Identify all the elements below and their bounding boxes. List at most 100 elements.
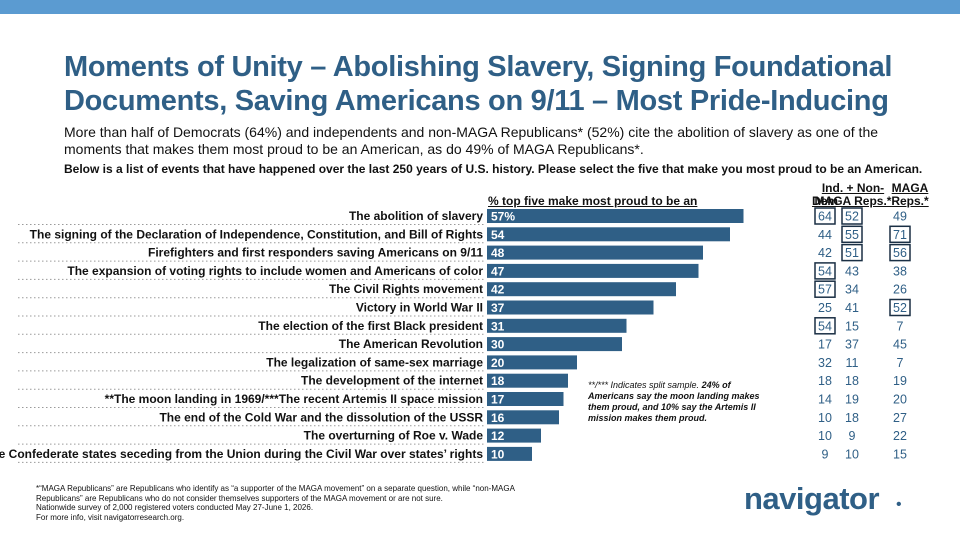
bar-value-label: 20	[491, 356, 505, 370]
bar-value-label: 12	[491, 429, 505, 443]
bar	[487, 410, 559, 425]
subgroup-value: 64	[818, 210, 832, 224]
bar-value-label: 31	[491, 319, 505, 333]
subgroup-value: 9	[822, 447, 829, 461]
footnote-maga-definition: *“MAGA Republicans” are Republicans who …	[36, 484, 515, 503]
bar	[487, 392, 564, 406]
subgroup-value: 55	[845, 228, 859, 242]
bar	[487, 263, 699, 278]
bar	[487, 318, 627, 333]
subgroup-value: 41	[845, 301, 859, 315]
subgroup-value: 14	[818, 393, 832, 407]
subgroup-value: 52	[893, 301, 907, 315]
bar	[487, 245, 703, 260]
footnote-survey: Nationwide survey of 2,000 registered vo…	[36, 503, 314, 512]
category-label: The overturning of Roe v. Wade	[304, 429, 484, 443]
bar	[487, 227, 730, 242]
bar-value-label: 42	[491, 283, 505, 297]
subgroup-value: 27	[893, 411, 907, 425]
category-label: The end of the Cold War and the dissolut…	[159, 410, 483, 424]
subgroup-value: 7	[897, 356, 904, 370]
highlight-box	[814, 262, 836, 280]
bar-value-label: 47	[491, 264, 505, 278]
subgroup-value: 18	[818, 374, 832, 388]
bar-value-label: 18	[491, 374, 505, 388]
subgroup-value: 49	[893, 210, 907, 224]
footnote-more-info: For more info, visit navigatorresearch.o…	[36, 512, 185, 522]
subgroup-value: 9	[849, 429, 856, 443]
bar	[487, 373, 568, 388]
category-label: **The moon landing in 1969/***The recent…	[105, 392, 483, 406]
category-label: The legalization of same-sex marriage	[266, 355, 483, 369]
subgroup-value: 56	[893, 246, 907, 260]
column-header-maga: MAGA Reps.*	[891, 181, 929, 208]
highlight-box	[841, 243, 863, 262]
subgroup-value: 44	[818, 228, 832, 242]
subgroup-value: 10	[845, 447, 859, 461]
subgroup-value: 22	[893, 429, 907, 443]
subgroup-value: 54	[818, 264, 832, 278]
subgroup-value: 38	[893, 264, 907, 278]
category-label: The American Revolution	[339, 337, 483, 351]
bar	[487, 282, 676, 297]
bar-value-label: 48	[491, 246, 505, 260]
subgroup-value: 42	[818, 246, 832, 260]
category-label: The election of the first Black presiden…	[258, 319, 483, 333]
highlight-box	[889, 225, 911, 244]
bar-value-label: 30	[491, 338, 505, 352]
subgroup-value: 57	[818, 283, 832, 297]
column-header-dem: Dem	[811, 194, 838, 208]
highlight-box	[814, 207, 836, 225]
subgroup-value: 26	[893, 283, 907, 297]
subtitle: More than half of Democrats (64%) and in…	[64, 124, 879, 157]
note-prefix: **/*** Indicates split sample.	[588, 380, 702, 390]
subgroup-value: 18	[845, 374, 859, 388]
page-title: Moments of Unity – Abolishing Slavery, S…	[64, 51, 893, 117]
subgroup-value: 52	[845, 210, 859, 224]
bar	[487, 355, 577, 370]
subgroup-value: 10	[818, 429, 832, 443]
category-label: The development of the internet	[301, 374, 483, 388]
note-bold: 24% of Americans say the moon landing ma…	[588, 380, 760, 423]
highlight-box	[841, 225, 863, 244]
navigator-logo: navigator	[744, 481, 880, 516]
highlight-box	[814, 317, 836, 335]
header-bar	[0, 0, 960, 14]
bar-value-label: 54	[491, 228, 505, 242]
bar-value-label: 37	[491, 301, 505, 315]
subgroup-value: 45	[893, 338, 907, 352]
subgroup-value: 19	[845, 393, 859, 407]
subgroup-value: 25	[818, 301, 832, 315]
highlight-box	[841, 207, 863, 225]
subgroup-value: 17	[818, 338, 832, 352]
column-header-ind: Ind. + Non- MAGA Reps.*	[814, 181, 892, 208]
category-label: The expansion of voting rights to includ…	[67, 264, 483, 278]
highlight-box	[889, 243, 911, 262]
subgroup-value: 54	[818, 319, 832, 333]
bar-value-label: 10	[491, 447, 505, 461]
category-label: The abolition of slavery	[349, 209, 483, 223]
subgroup-value: 37	[845, 338, 859, 352]
bar	[487, 337, 622, 352]
survey-question: Below is a list of events that have happ…	[64, 162, 923, 176]
subgroup-value: 10	[818, 411, 832, 425]
subgroup-value: 51	[845, 246, 859, 260]
subgroup-value: 34	[845, 283, 859, 297]
subgroup-value: 20	[893, 393, 907, 407]
bar	[487, 300, 654, 315]
highlight-box	[889, 298, 911, 317]
logo-dot-icon: •	[896, 496, 902, 513]
category-label: The Civil Rights movement	[329, 282, 483, 296]
subgroup-value: 11	[846, 356, 859, 370]
split-sample-note: **/*** Indicates split sample. 24% of Am…	[588, 380, 760, 424]
subgroup-value: 19	[893, 374, 907, 388]
category-label: Victory in World War II	[356, 301, 483, 315]
subgroup-value: 15	[845, 319, 859, 333]
bar-value-label: 16	[491, 411, 505, 425]
subgroup-value: 15	[893, 447, 907, 461]
subgroup-value: 18	[845, 411, 859, 425]
subgroup-value: 7	[897, 319, 904, 333]
bar-value-label: 57%	[491, 210, 515, 224]
subgroup-value: 32	[818, 356, 832, 370]
